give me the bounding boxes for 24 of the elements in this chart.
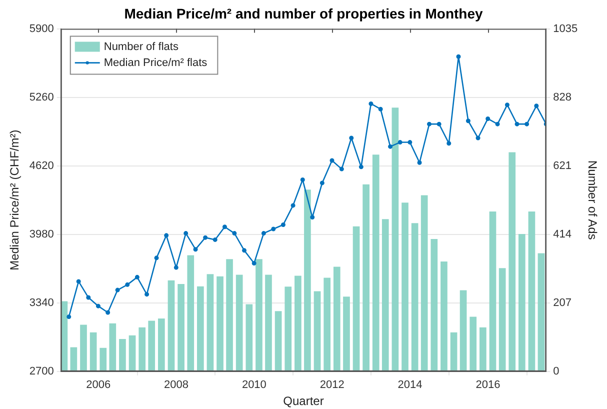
y-axis-title: Median Price/m² (CHF/m²)	[8, 130, 22, 270]
x-tick-label: 2014	[398, 379, 422, 392]
y2-tick-label: 621	[553, 160, 572, 172]
y2-tick-label: 1035	[553, 22, 578, 35]
x-tick-label: 2010	[242, 379, 266, 392]
y-tick-label: 5260	[29, 91, 54, 104]
y2-tick-label: 414	[553, 228, 572, 240]
y-tick-label: 5900	[29, 22, 54, 35]
y2-tick-label: 207	[553, 296, 572, 309]
chart-title: Median Price/m² and number of properties in Monthey	[124, 5, 484, 22]
x-tick-label: 2016	[476, 379, 500, 392]
legend-label: Number of flats	[104, 40, 179, 53]
y-tick-label: 4620	[29, 160, 54, 172]
y2-tick-label: 0	[553, 365, 560, 378]
legend-label: Median Price/m² flats	[104, 56, 208, 69]
y2-tick-label: 828	[553, 91, 572, 104]
x-tick-label: 2006	[86, 379, 111, 392]
y-tick-label: 3980	[29, 228, 54, 240]
x-tick-label: 2008	[164, 379, 189, 392]
y-tick-label: 3340	[29, 296, 54, 309]
y2-axis-title: Number of Ads	[585, 160, 600, 240]
x-tick-label: 2012	[320, 379, 344, 392]
x-axis-title: Quarter	[283, 394, 324, 408]
y-tick-label: 2700	[29, 365, 54, 378]
